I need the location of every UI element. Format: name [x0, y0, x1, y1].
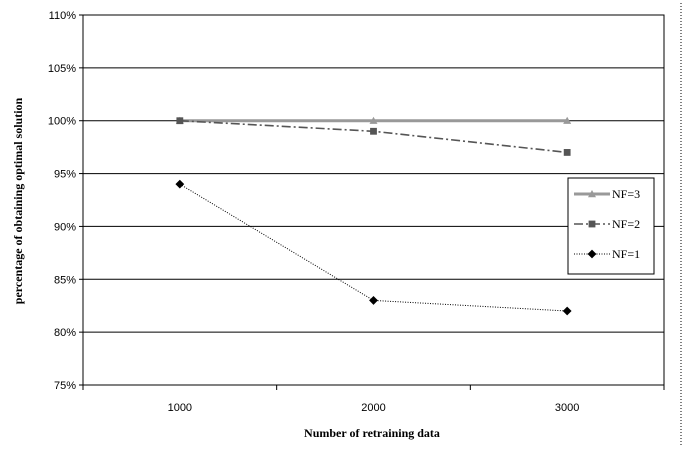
data-point — [176, 117, 184, 125]
y-axis-title: percentage of obtaining optimal solution — [11, 97, 25, 304]
legend-marker — [587, 249, 597, 259]
y-tick-label: 90% — [54, 221, 76, 233]
data-point — [369, 116, 378, 124]
x-axis-title: Number of retraining data — [304, 426, 440, 440]
y-tick-label: 85% — [54, 274, 76, 286]
legend-marker — [588, 220, 596, 228]
y-tick-label: 80% — [54, 327, 76, 339]
data-point — [563, 116, 572, 124]
data-point — [562, 306, 572, 316]
series-line — [179, 119, 568, 154]
data-point — [369, 296, 378, 305]
y-tick-label: 95% — [54, 169, 76, 181]
x-tick-label: 2000 — [361, 402, 385, 414]
y-tick-label: 100% — [48, 116, 76, 128]
data-point — [370, 127, 377, 135]
x-tick-label: 1000 — [168, 402, 192, 414]
series-lines — [175, 116, 572, 316]
y-tick-label: 110% — [49, 10, 77, 22]
plot-area-border — [82, 14, 665, 386]
legend-label: NF=2 — [612, 217, 640, 231]
tick-labels: 75% 80% 85% 90% 95% 100% 105% 110% 1000 2000 3000 — [48, 10, 580, 414]
axes — [79, 14, 665, 390]
series-line — [179, 183, 568, 312]
legend-marker — [588, 190, 596, 198]
data-point — [563, 149, 571, 156]
y-tick-label: 75% — [54, 380, 76, 392]
legend-label: NF=1 — [612, 247, 640, 261]
x-tick-label: 3000 — [555, 402, 579, 414]
legend-label: NF=3 — [612, 187, 640, 201]
data-point — [175, 179, 185, 189]
legend-box — [567, 177, 655, 275]
legend: NF=3 NF=2 NF=1 — [567, 177, 655, 275]
y-tick-label: 105% — [48, 63, 76, 75]
